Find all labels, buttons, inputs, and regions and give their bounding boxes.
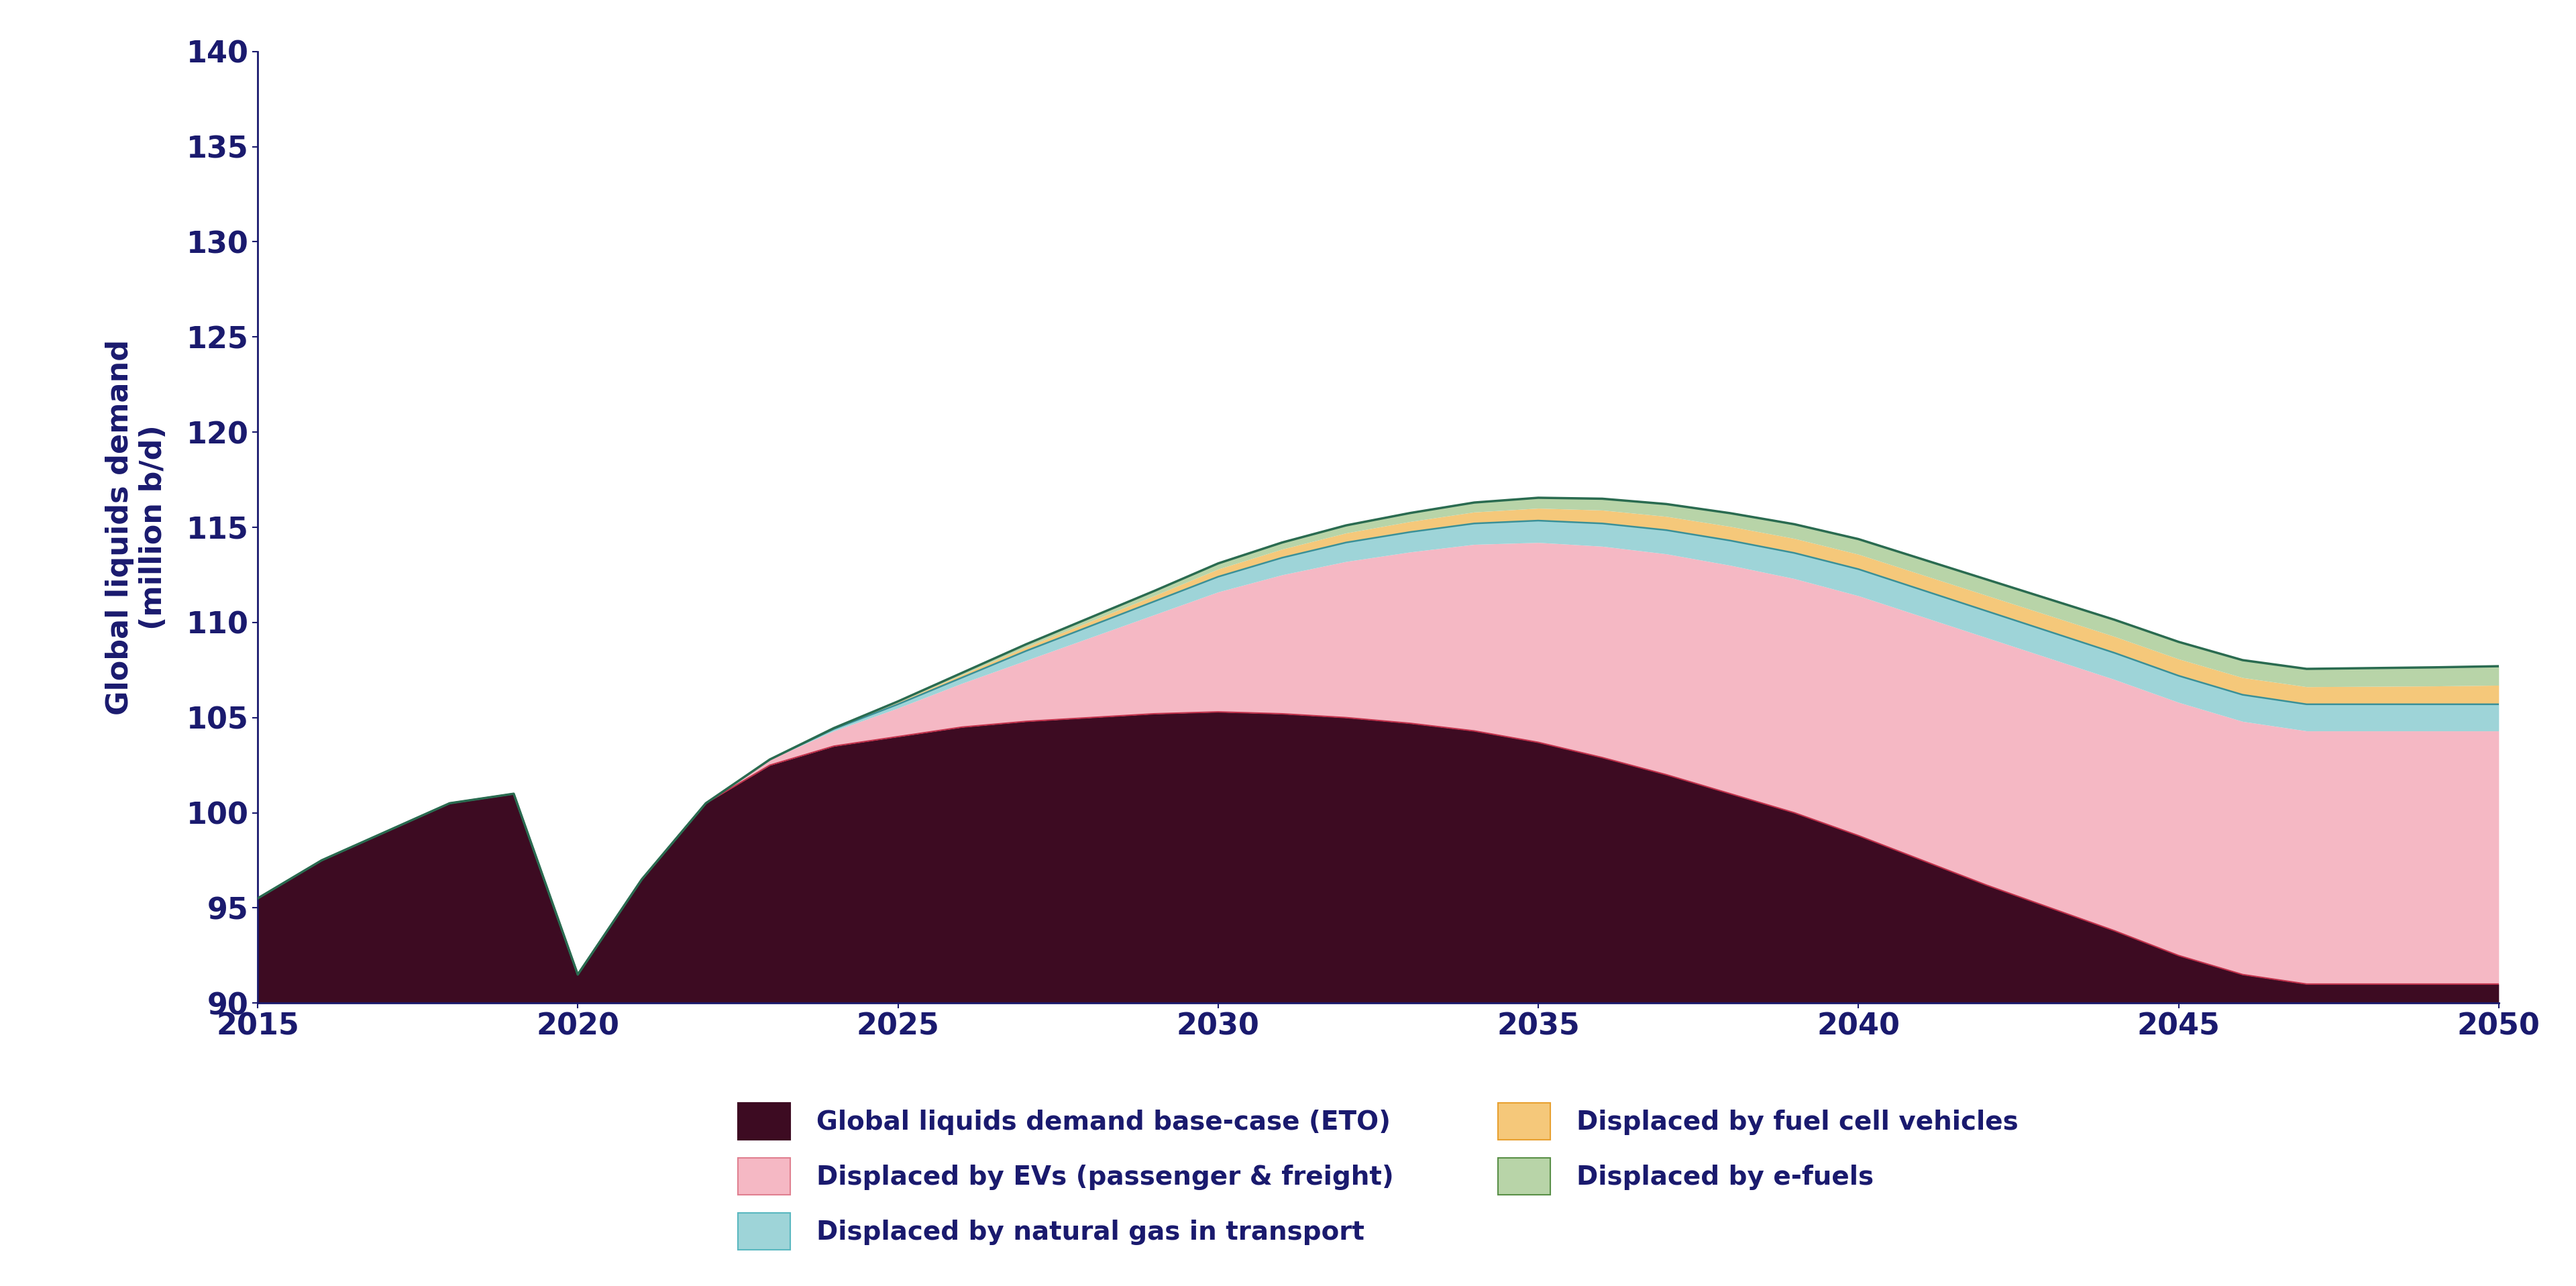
Y-axis label: Global liquids demand
(million b/d): Global liquids demand (million b/d) [106,340,167,715]
Legend: Global liquids demand base-case (ETO), Displaced by EVs (passenger & freight), D: Global liquids demand base-case (ETO), D… [726,1092,2030,1260]
